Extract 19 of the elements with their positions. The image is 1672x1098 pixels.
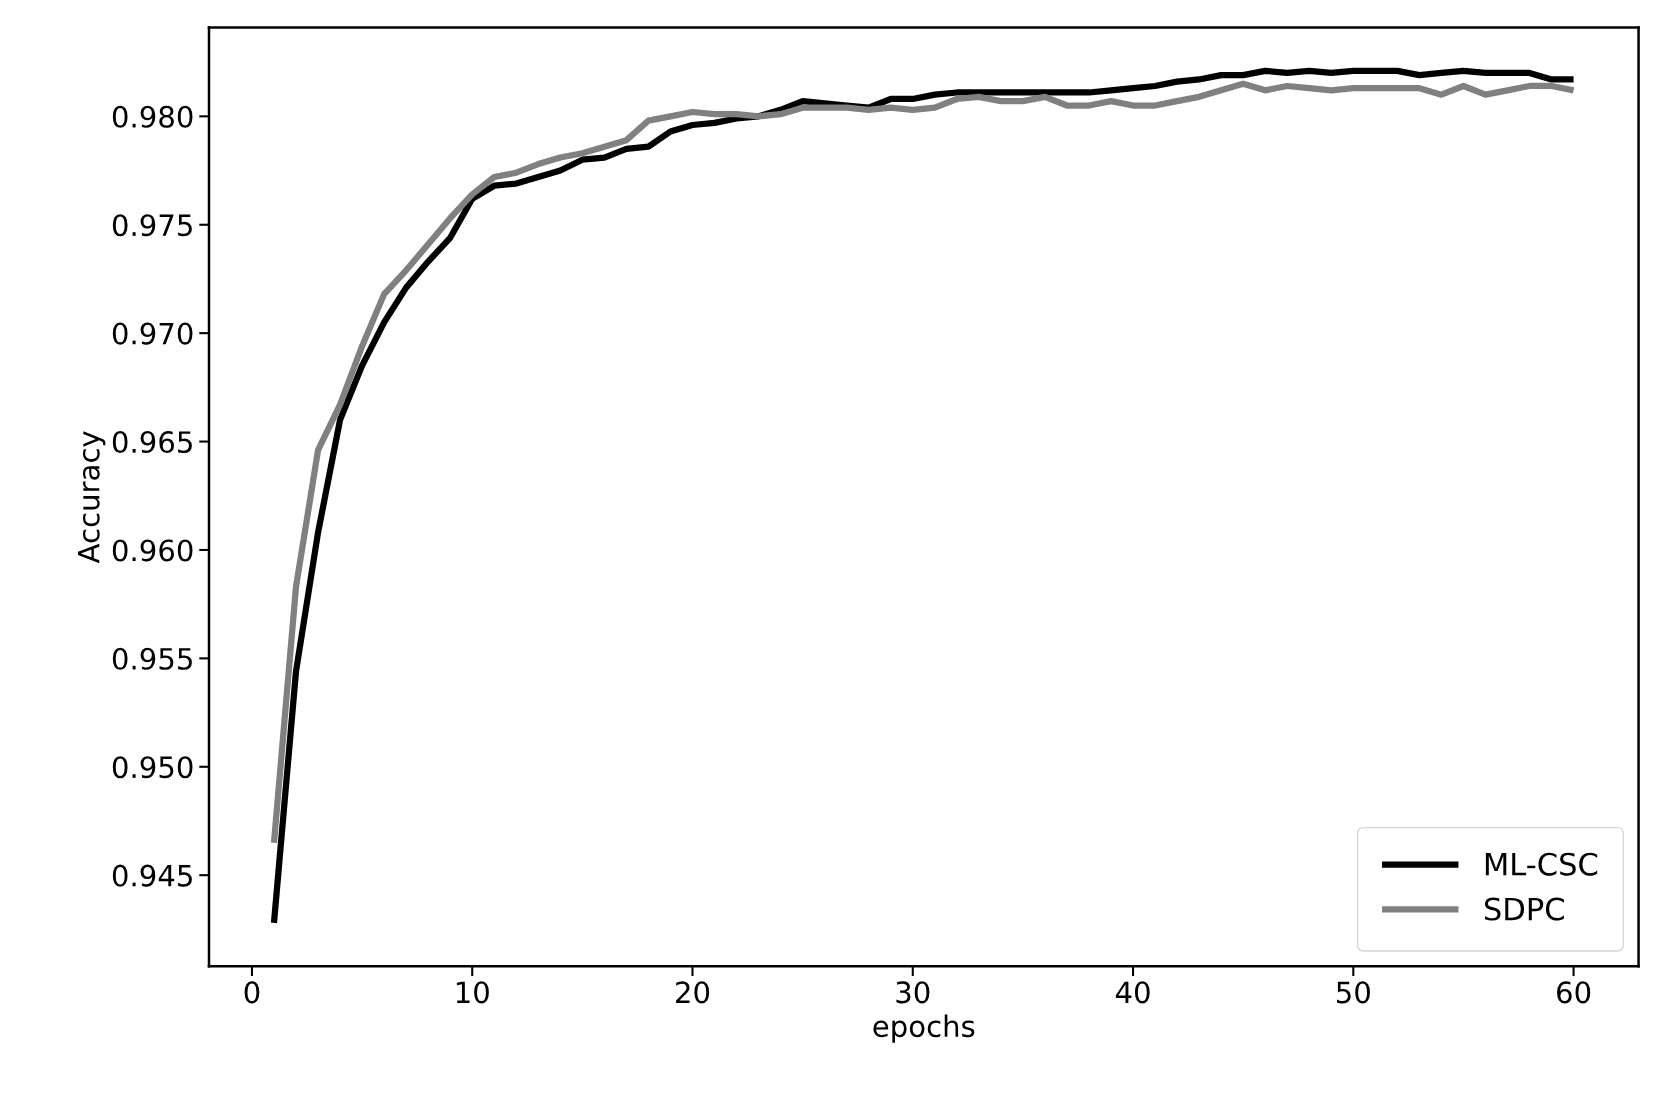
legend-label: SDPC [1484,897,1564,921]
x-tick-label: 50 [1337,981,1370,1004]
y-tick-label: 0.955 [112,647,192,670]
legend-label: ML-CSC [1485,852,1598,876]
y-tick-label: 0.950 [112,756,193,779]
x-axis-title: epochs [873,1014,975,1043]
x-tick-label: 60 [1557,981,1591,1004]
y-axis-title: Accuracy [78,431,106,564]
y-tick-label: 0.945 [112,864,192,887]
y-tick-label: 0.965 [112,430,192,454]
y-tick-label: 0.980 [112,105,193,128]
x-tick-label: 10 [456,981,489,1004]
x-tick-label: 0 [244,981,260,1004]
y-tick-label: 0.975 [112,214,192,237]
y-tick-label: 0.970 [112,322,193,345]
x-tick-label: 20 [676,981,710,1004]
x-tick-label: 40 [1115,981,1150,1004]
x-tick-label: 30 [896,981,930,1004]
y-tick-label: 0.960 [112,539,193,562]
